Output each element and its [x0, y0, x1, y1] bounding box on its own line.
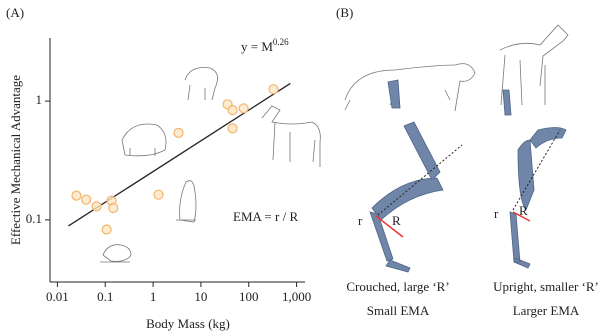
fit-line	[68, 83, 290, 226]
equation-exponent: 0.26	[273, 37, 289, 47]
label-r: r	[358, 213, 363, 228]
x-tick-label: 0.01	[46, 289, 69, 304]
figure: (A) (B) Body Mass (kg) Effective Mechani…	[0, 0, 599, 333]
y-axis-label: Effective Mechanical Advantage	[8, 75, 23, 245]
caption: Upright, smaller ‘R’	[493, 279, 599, 294]
equation: y = M0.26	[241, 37, 289, 54]
data-point	[174, 128, 183, 137]
label-R: R	[392, 213, 401, 228]
data-point	[269, 85, 278, 94]
data-point	[82, 195, 91, 204]
data-point	[239, 104, 248, 113]
x-tick-label: 1,000	[282, 289, 311, 304]
y-tick-label: 1	[36, 92, 43, 107]
panel-label: (B)	[336, 5, 353, 20]
y-tick-label: 0.1	[26, 211, 42, 226]
data-point	[102, 225, 111, 234]
x-tick-label: 1	[150, 289, 157, 304]
data-point	[92, 202, 101, 211]
x-tick-label: 100	[239, 289, 259, 304]
label-R: R	[519, 203, 528, 218]
data-point	[154, 190, 163, 199]
annotation: EMA = r / R	[233, 209, 298, 224]
data-point	[228, 124, 237, 133]
caption: Small EMA	[367, 303, 430, 318]
equation-base: y = M	[241, 39, 273, 54]
data-point	[109, 203, 118, 212]
label-r: r	[494, 206, 499, 221]
caption: Larger EMA	[513, 303, 580, 318]
x-tick-label: 10	[194, 289, 207, 304]
data-point	[72, 191, 81, 200]
caption: Crouched, large ‘R’	[346, 279, 449, 294]
panel-label: (A)	[6, 5, 24, 20]
limb-diagrams	[370, 80, 566, 272]
data-point	[228, 106, 237, 115]
x-axis-label: Body Mass (kg)	[146, 316, 230, 331]
x-tick-label: 0.1	[97, 289, 113, 304]
animal-sketches	[100, 25, 568, 262]
